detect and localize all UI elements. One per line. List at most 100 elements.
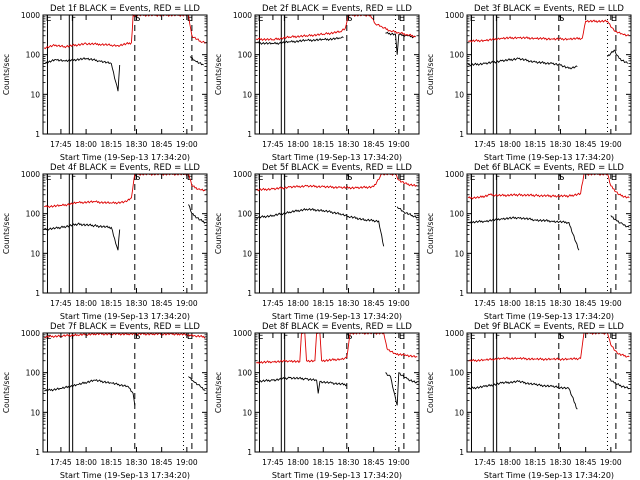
event-marker-label: S (135, 14, 141, 24)
event-marker-label: E (611, 14, 617, 24)
y-axis-label: Counts/sec (214, 372, 223, 413)
y-tick-label: 10 (242, 249, 252, 258)
x-tick-label: 17:45 (262, 140, 284, 149)
x-tick-label: 19:00 (600, 140, 622, 149)
x-tick-label: 18:00 (75, 299, 97, 308)
x-tick-label: 18:15 (524, 299, 546, 308)
y-tick-label: 1 (247, 130, 252, 139)
x-tick-label: 19:00 (176, 140, 198, 149)
event-marker-label: E (399, 173, 405, 183)
x-axis-label: Start Time (19-Sep-13 17:34:20) (272, 153, 402, 162)
x-tick-label: 18:45 (575, 299, 597, 308)
panel-det-5: Det 5f BLACK = Events, RED = LLD Counts/s… (214, 163, 420, 321)
y-tick-label: 1 (35, 448, 40, 457)
plot-frame (42, 14, 208, 135)
x-tick-label: 17:45 (474, 299, 496, 308)
events-series-line (256, 31, 416, 55)
event-marker-label: E (258, 173, 264, 183)
y-tick-label: 1000 (445, 329, 464, 338)
y-axis-label: Counts/sec (426, 372, 435, 413)
x-tick-label: 18:30 (550, 140, 572, 149)
events-series-line (467, 378, 630, 410)
y-tick-label: 1000 (445, 170, 464, 179)
x-tick-label: 18:15 (524, 140, 546, 149)
x-tick-label: 18:45 (363, 458, 385, 467)
plot-frame (466, 14, 632, 135)
y-tick-label: 10 (30, 408, 40, 417)
lld-series-line (255, 332, 418, 365)
x-tick-label: 18:45 (363, 140, 385, 149)
x-tick-label: 18:15 (100, 458, 122, 467)
y-tick-label: 100 (450, 51, 465, 60)
y-tick-label: 100 (450, 210, 465, 219)
x-tick-label: 18:30 (550, 299, 572, 308)
y-axis-label: Counts/sec (426, 213, 435, 254)
y-tick-label: 1 (459, 130, 464, 139)
plot-frame (42, 332, 208, 453)
x-axis-label: Start Time (19-Sep-13 17:34:20) (60, 153, 190, 162)
panel-title: Det 4f BLACK = Events, RED = LLD (50, 163, 200, 173)
x-tick-label: 18:15 (524, 458, 546, 467)
x-tick-label: 18:15 (312, 140, 334, 149)
panel-det-4: Det 4f BLACK = Events, RED = LLD Counts/s… (2, 163, 208, 321)
x-tick-label: 18:15 (100, 140, 122, 149)
x-tick-label: 18:15 (312, 299, 334, 308)
x-tick-label: 18:45 (151, 458, 173, 467)
events-series-line (255, 206, 418, 247)
y-tick-label: 1000 (21, 11, 40, 20)
y-axis-label: Counts/sec (2, 54, 11, 95)
y-tick-label: 100 (238, 369, 253, 378)
x-axis-label: Start Time (19-Sep-13 17:34:20) (484, 312, 614, 321)
x-tick-label: 19:00 (176, 299, 198, 308)
x-axis-label: Start Time (19-Sep-13 17:34:20) (484, 153, 614, 162)
event-marker-label: F (283, 14, 288, 24)
event-marker-label: S (347, 173, 353, 183)
lld-series-line (43, 13, 208, 50)
event-marker-label: S (559, 332, 565, 342)
x-tick-label: 18:00 (499, 140, 521, 149)
y-tick-label: 1000 (445, 11, 464, 20)
y-tick-label: 100 (26, 210, 41, 219)
y-axis-label: Counts/sec (214, 213, 223, 254)
x-tick-label: 18:45 (575, 458, 597, 467)
x-tick-label: 18:00 (499, 458, 521, 467)
x-axis-label: Start Time (19-Sep-13 17:34:20) (272, 471, 402, 480)
x-tick-label: 18:00 (75, 458, 97, 467)
panel-det-9: Det 9f BLACK = Events, RED = LLD Counts/s… (426, 322, 632, 480)
panel-det-6: Det 6f BLACK = Events, RED = LLD Counts/s… (426, 163, 632, 321)
event-marker-label: F (495, 173, 500, 183)
panel-title: Det 6f BLACK = Events, RED = LLD (474, 163, 624, 173)
panel-det-3: Det 3f BLACK = Events, RED = LLD Counts/s… (426, 4, 632, 162)
event-marker-label: F (283, 173, 288, 183)
x-axis-label: Start Time (19-Sep-13 17:34:20) (60, 471, 190, 480)
plot-frame (466, 173, 632, 294)
x-tick-label: 18:30 (126, 458, 148, 467)
x-tick-label: 18:45 (151, 299, 173, 308)
y-tick-label: 10 (30, 90, 40, 99)
event-marker-label: E (611, 173, 617, 183)
y-tick-label: 1 (459, 448, 464, 457)
panel-title: Det 8f BLACK = Events, RED = LLD (262, 322, 412, 332)
x-tick-label: 19:00 (388, 299, 410, 308)
lld-series-line (467, 19, 630, 43)
lld-series-line (255, 173, 418, 192)
x-tick-label: 18:15 (100, 299, 122, 308)
lld-series-line (468, 332, 630, 363)
event-marker-label: E (399, 14, 405, 24)
x-tick-label: 18:45 (575, 140, 597, 149)
plot-frame (466, 332, 632, 453)
x-tick-label: 18:30 (126, 299, 148, 308)
x-tick-label: 18:45 (151, 140, 173, 149)
plot-frame (254, 14, 420, 135)
panel-title: Det 5f BLACK = Events, RED = LLD (262, 163, 412, 173)
plot-frame (42, 173, 208, 294)
y-tick-label: 1000 (233, 11, 252, 20)
y-tick-label: 1000 (21, 329, 40, 338)
x-tick-label: 19:00 (176, 458, 198, 467)
event-marker-label: E (258, 332, 264, 342)
event-marker-label: S (347, 14, 353, 24)
event-marker-label: F (283, 332, 288, 342)
panel-det-8: Det 8f BLACK = Events, RED = LLD Counts/s… (214, 322, 420, 480)
event-marker-label: S (559, 14, 565, 24)
